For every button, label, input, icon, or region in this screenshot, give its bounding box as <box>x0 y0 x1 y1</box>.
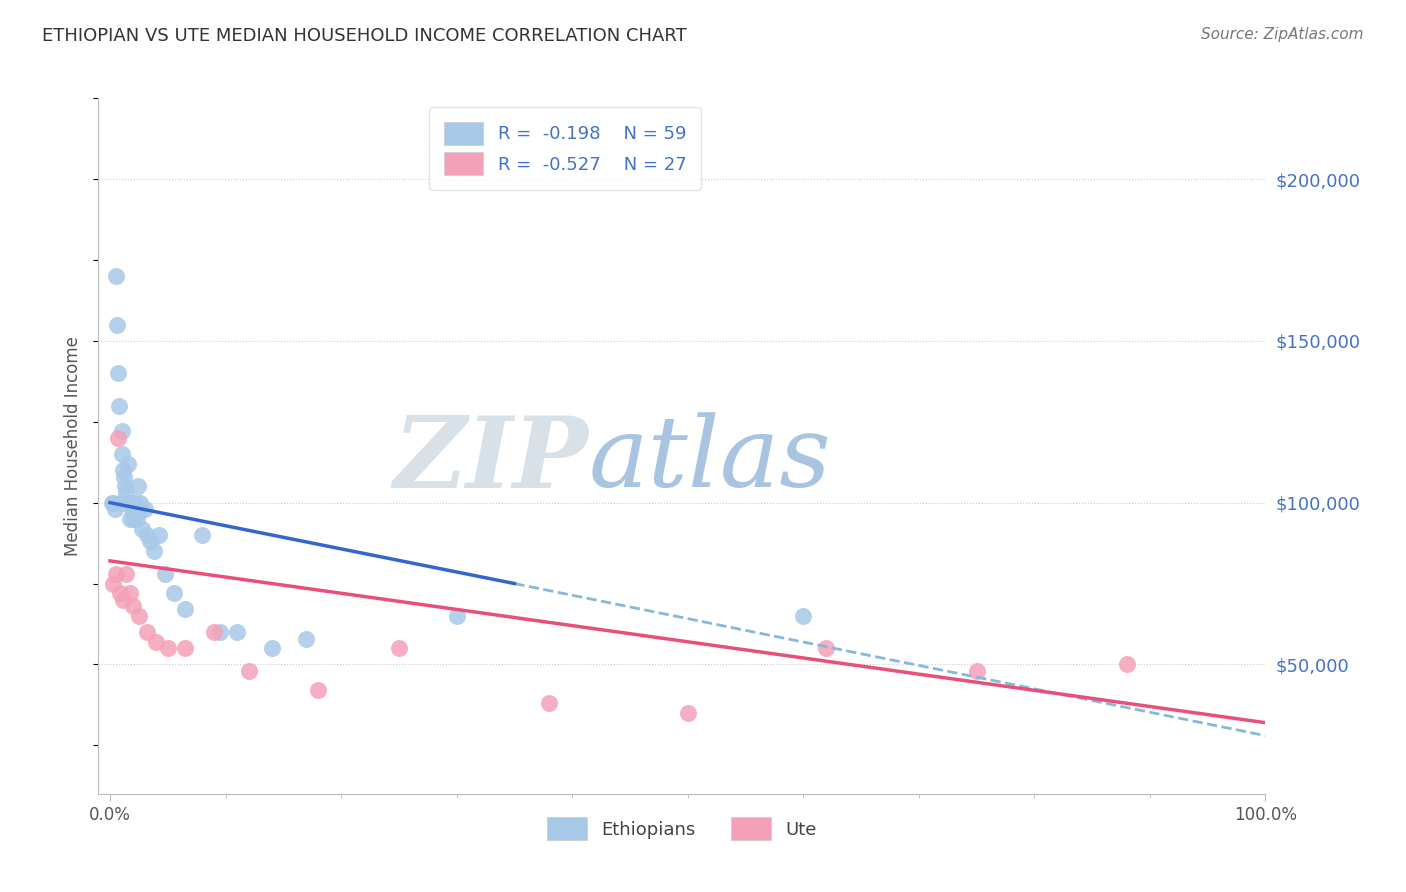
Point <box>110 425 132 439</box>
Point <box>388 641 411 656</box>
Point <box>148 528 170 542</box>
Point <box>815 641 838 656</box>
Point <box>115 486 138 500</box>
Point <box>174 602 197 616</box>
Point <box>112 469 135 483</box>
Point <box>122 502 145 516</box>
Point <box>136 625 159 640</box>
Point <box>103 576 125 591</box>
Point <box>145 634 167 648</box>
Point <box>110 447 132 461</box>
Point <box>446 608 468 623</box>
Point <box>202 625 225 640</box>
Point <box>104 269 127 284</box>
Point <box>101 495 124 509</box>
Point <box>117 457 139 471</box>
Point <box>792 608 814 623</box>
Text: ETHIOPIAN VS UTE MEDIAN HOUSEHOLD INCOME CORRELATION CHART: ETHIOPIAN VS UTE MEDIAN HOUSEHOLD INCOME… <box>42 27 688 45</box>
Point <box>122 512 145 526</box>
Point <box>155 566 177 581</box>
Point <box>295 632 318 646</box>
Point <box>307 683 329 698</box>
Point <box>1115 657 1137 672</box>
Point <box>131 522 153 536</box>
Point <box>107 431 129 445</box>
Point <box>122 599 145 614</box>
Point <box>156 641 179 656</box>
Y-axis label: Median Household Income: Median Household Income <box>65 336 83 556</box>
Point <box>103 495 125 509</box>
Point <box>104 566 127 581</box>
Point <box>120 495 142 509</box>
Point <box>125 512 148 526</box>
Point <box>676 706 699 720</box>
Point <box>110 495 132 509</box>
Text: atlas: atlas <box>589 412 831 508</box>
Point <box>117 495 139 509</box>
Point <box>122 495 145 509</box>
Point <box>134 502 156 516</box>
Point <box>537 696 560 710</box>
Point <box>966 664 988 678</box>
Point <box>191 528 214 542</box>
Point <box>110 586 132 600</box>
Point <box>208 625 231 640</box>
Point <box>118 512 141 526</box>
Point <box>139 534 162 549</box>
Point <box>118 586 141 600</box>
Point <box>108 399 131 413</box>
Point <box>115 566 138 581</box>
Point <box>105 318 128 332</box>
Point <box>111 463 134 477</box>
Point <box>127 479 149 493</box>
Point <box>104 502 127 516</box>
Point <box>128 505 150 519</box>
Text: Source: ZipAtlas.com: Source: ZipAtlas.com <box>1201 27 1364 42</box>
Point <box>136 528 159 542</box>
Point <box>121 502 143 516</box>
Point <box>124 495 146 509</box>
Point <box>174 641 197 656</box>
Point <box>162 586 184 600</box>
Legend: Ethiopians, Ute: Ethiopians, Ute <box>540 810 824 847</box>
Point <box>238 664 260 678</box>
Point <box>111 592 134 607</box>
Point <box>128 608 150 623</box>
Point <box>107 366 129 380</box>
Point <box>129 495 152 509</box>
Text: ZIP: ZIP <box>394 412 589 508</box>
Point <box>260 641 283 656</box>
Point <box>142 544 165 558</box>
Point <box>226 625 249 640</box>
Point <box>114 479 136 493</box>
